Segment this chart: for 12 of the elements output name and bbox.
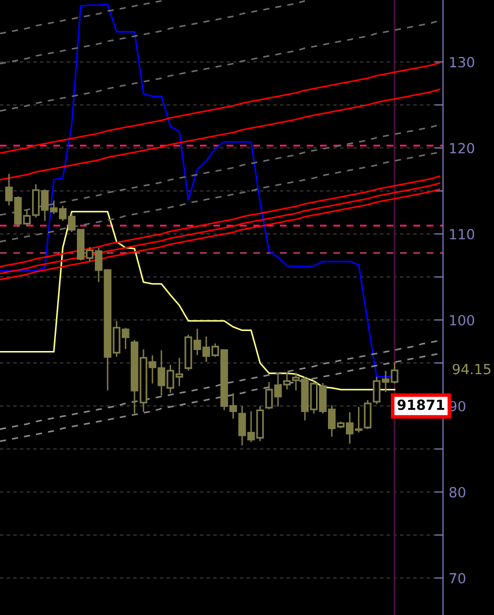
text: 94.15 bbox=[452, 364, 490, 374]
y-tick-label: 70 bbox=[450, 572, 466, 584]
y-tick-label: 120 bbox=[450, 142, 474, 154]
y-tick-label: 130 bbox=[450, 56, 474, 68]
annotation: 91871 bbox=[398, 400, 444, 410]
line-series bbox=[0, 62, 440, 154]
y-tick-label: 80 bbox=[449, 486, 466, 498]
line-series bbox=[0, 88, 440, 181]
line-series bbox=[0, 0, 306, 64]
y-tick-label: 100 bbox=[450, 314, 474, 326]
line-series bbox=[0, 0, 162, 34]
y-tick-label: 110 bbox=[450, 228, 474, 240]
